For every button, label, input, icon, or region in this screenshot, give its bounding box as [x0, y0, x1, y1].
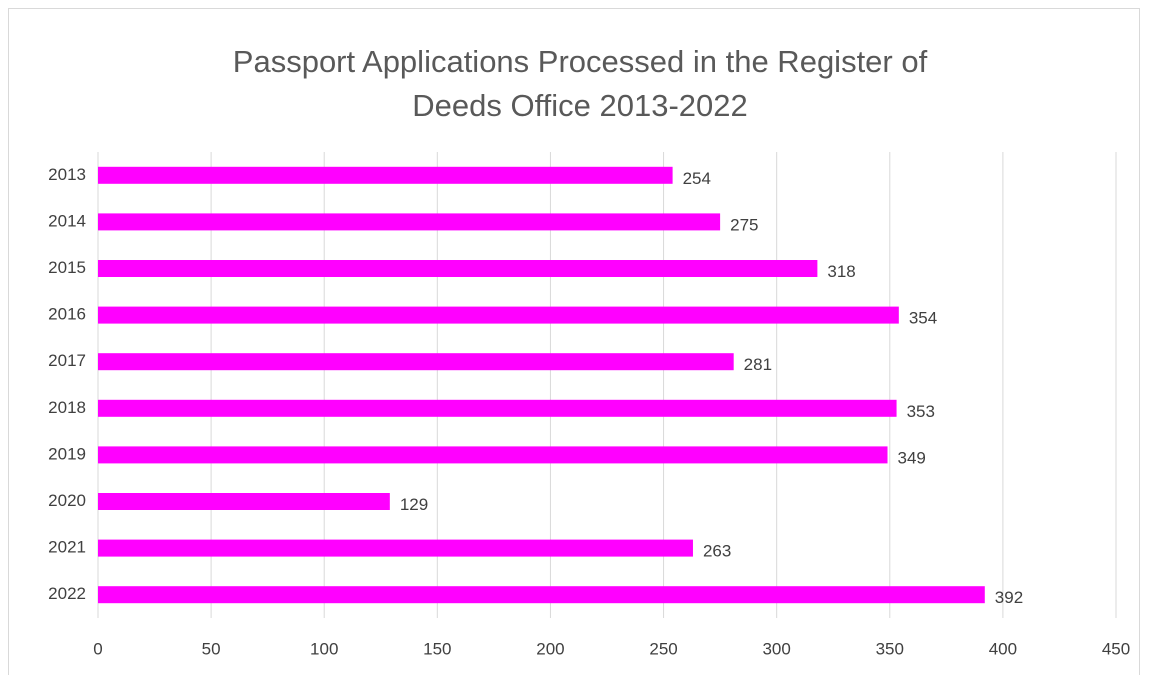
- y-tick-label: 2019: [48, 444, 86, 463]
- value-label: 392: [995, 588, 1023, 607]
- x-tick-label: 100: [310, 639, 338, 658]
- bar: [98, 166, 673, 184]
- x-tick-label: 450: [1102, 639, 1130, 658]
- value-label: 349: [898, 448, 926, 467]
- value-label: 254: [683, 169, 711, 188]
- y-tick-label: 2022: [48, 584, 86, 603]
- bar: [98, 213, 721, 231]
- y-tick-label: 2020: [48, 491, 86, 510]
- value-label: 281: [744, 355, 772, 374]
- value-label: 129: [400, 495, 428, 514]
- x-tick-label: 200: [536, 639, 564, 658]
- bar: [98, 586, 985, 604]
- y-tick-label: 2018: [48, 398, 86, 417]
- y-tick-label: 2021: [48, 538, 86, 557]
- value-label: 275: [730, 215, 758, 234]
- x-tick-label: 0: [93, 639, 102, 658]
- value-label: 263: [703, 542, 731, 561]
- chart-title: Passport Applications Processed in the R…: [232, 44, 928, 123]
- bar: [98, 446, 888, 464]
- bar: [98, 260, 818, 277]
- value-label: 318: [827, 262, 855, 281]
- y-tick-label: 2015: [48, 258, 86, 277]
- x-tick-label: 300: [762, 639, 790, 658]
- bar: [98, 539, 693, 557]
- value-label: 354: [909, 309, 937, 328]
- bar: [98, 353, 734, 371]
- bar: [98, 306, 899, 324]
- bar: [98, 493, 390, 510]
- x-tick-label: 50: [202, 639, 221, 658]
- x-tick-label: 250: [649, 639, 677, 658]
- y-tick-label: 2016: [48, 305, 86, 324]
- y-tick-label: 2013: [48, 165, 86, 184]
- y-tick-label: 2017: [48, 351, 86, 370]
- y-tick-label: 2014: [48, 211, 86, 230]
- x-tick-label: 150: [423, 639, 451, 658]
- value-label: 353: [907, 402, 935, 421]
- chart-border: [8, 8, 1140, 675]
- x-tick-label: 350: [876, 639, 904, 658]
- x-tick-label: 400: [989, 639, 1017, 658]
- bar: [98, 399, 897, 417]
